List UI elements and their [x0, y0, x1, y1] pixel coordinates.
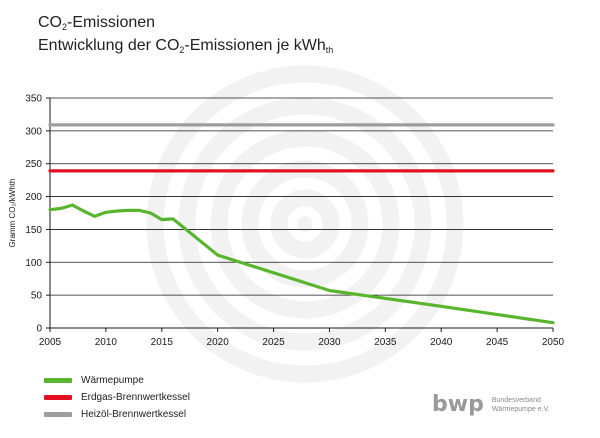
x-tick-label: 2005	[39, 337, 62, 348]
y-tick-label: 300	[25, 126, 42, 137]
watermark-ring	[210, 129, 400, 319]
series-line-0	[48, 203, 555, 325]
legend-item-heizoel: Heizöl-Brennwertkessel	[44, 406, 190, 423]
spiral-watermark	[146, 65, 464, 383]
title-block: CO2-Emissionen Entwicklung der CO2-Emiss…	[38, 12, 333, 58]
legend-swatch-heizoel	[44, 412, 72, 417]
legend: Wärmepumpe Erdgas-Brennwertkessel Heizöl…	[44, 372, 190, 423]
legend-swatch-erdgas	[44, 395, 72, 400]
x-tick-label: 2010	[95, 337, 118, 348]
axes	[46, 97, 554, 332]
bwp-logo: bwp Bundesverband Wärmepumpe e.V.	[432, 394, 550, 416]
watermark-center	[297, 216, 313, 232]
legend-item-erdgas: Erdgas-Brennwertkessel	[44, 389, 190, 406]
y-tick-label: 250	[25, 159, 42, 170]
x-tick-label: 2015	[151, 337, 174, 348]
x-tick-label: 2045	[486, 337, 509, 348]
y-tick-label: 50	[31, 291, 43, 302]
logo-line-2: Wärmepumpe e.V.	[491, 406, 550, 413]
y-tick-label: 100	[25, 258, 42, 269]
subtitle-subscript-th: th	[325, 45, 334, 55]
title-subscript: 2	[62, 22, 68, 32]
logo-line-1: Bundesverband	[491, 397, 541, 404]
x-tick-label: 2020	[207, 337, 230, 348]
title-prefix: CO	[38, 14, 62, 31]
subtitle-subscript-co2: 2	[179, 45, 185, 55]
series-group	[48, 123, 555, 325]
watermark-ring	[178, 97, 432, 351]
x-tick-label: 2030	[318, 337, 341, 348]
x-tick-label: 2050	[542, 337, 565, 348]
y-tick-label: 350	[25, 94, 42, 105]
chart-subtitle: Entwicklung der CO2-Emissionen je kWhth	[38, 35, 333, 58]
y-tick-label: 200	[25, 192, 42, 203]
watermark-ring	[241, 160, 369, 288]
title-suffix: -Emissionen	[67, 14, 156, 31]
legend-label-erdgas: Erdgas-Brennwertkessel	[81, 392, 190, 403]
y-axis-label: Gramm CO₂/kWhth	[8, 179, 17, 248]
legend-label-heizoel: Heizöl-Brennwertkessel	[81, 409, 187, 420]
logo-wordmark: bwp	[432, 392, 484, 417]
chart-title: CO2-Emissionen	[38, 12, 333, 35]
legend-label-waermepumpe: Wärmepumpe	[81, 375, 144, 386]
legend-swatch-waermepumpe	[44, 378, 72, 383]
logo-subtext: Bundesverband Wärmepumpe e.V.	[492, 396, 550, 414]
watermark-ring	[270, 189, 340, 259]
x-tick-label: 2040	[430, 337, 453, 348]
subtitle-prefix: Entwicklung der CO	[38, 37, 180, 54]
grid-lines	[50, 97, 553, 296]
x-tick-label: 2035	[374, 337, 397, 348]
watermark-ring	[146, 65, 464, 383]
subtitle-mid: -Emissionen je kWh	[184, 37, 326, 54]
y-tick-label: 150	[25, 225, 42, 236]
tick-labels: 2005 2010 2015 2020 2025 2030 2035 2040 2045 2050…	[8, 94, 565, 349]
legend-item-waermepumpe: Wärmepumpe	[44, 372, 190, 389]
y-tick-label: 0	[36, 324, 42, 335]
x-tick-label: 2025	[262, 337, 285, 348]
